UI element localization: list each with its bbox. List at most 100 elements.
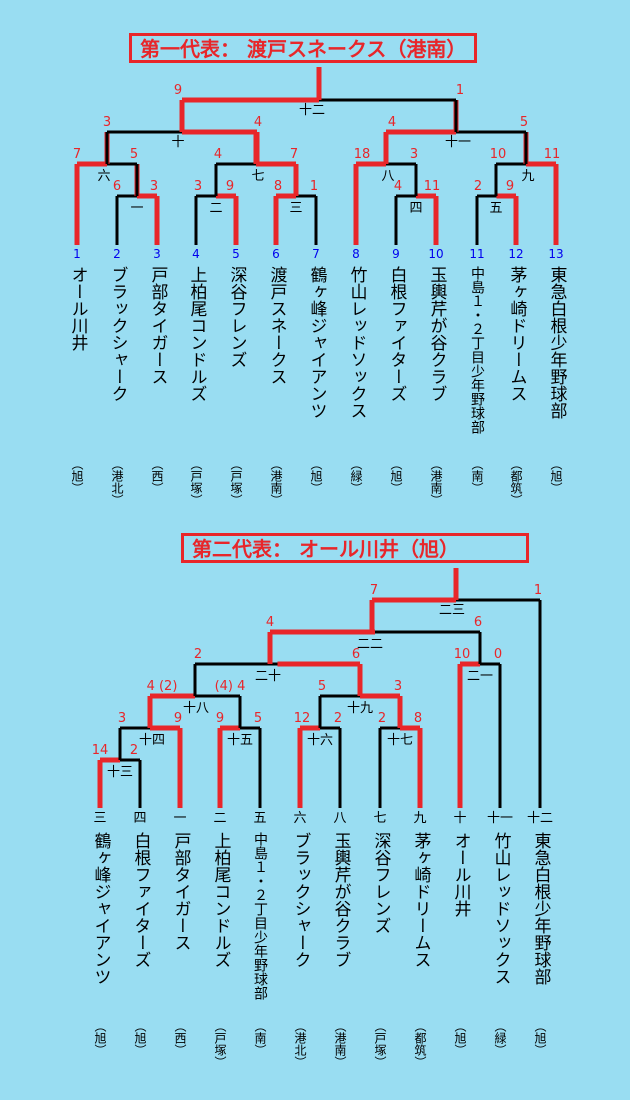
- team-number-12: 12: [508, 247, 523, 261]
- team2-name-2: 白根ファイターズ: [130, 832, 151, 968]
- team2-area-2: （旭）: [133, 1020, 147, 1056]
- team-area-2: （港北）: [110, 458, 124, 506]
- team2-name-8: 深谷フレンズ: [370, 832, 391, 934]
- team2-number-6: 六: [293, 811, 306, 826]
- team-name-9: 白根ファイターズ: [386, 266, 407, 402]
- team-name-8: 竹山レッドソックス: [346, 266, 367, 419]
- team2-area-1: （旭）: [93, 1020, 107, 1056]
- team-number-6: 6: [272, 247, 280, 261]
- team-number-2: 2: [113, 247, 121, 261]
- match1-10-score-left: 3: [103, 115, 111, 130]
- match2-20-score-right: 6: [352, 647, 360, 662]
- match1-6-game-label: 六: [97, 169, 110, 184]
- team2-area-3: （西）: [173, 1020, 187, 1056]
- match2-20-game-label: 二十: [255, 669, 281, 684]
- team2-number-2: 四: [133, 811, 146, 826]
- team2-number-7: 八: [333, 811, 346, 826]
- team-area-3: （西）: [150, 458, 164, 494]
- match1-2-score-left: 3: [194, 179, 202, 194]
- section1-title: 第一代表： 渡戸スネークス（港南）: [129, 33, 477, 63]
- match1-4-game-label: 四: [409, 201, 422, 216]
- team-area-10: （港南）: [429, 458, 443, 506]
- team-name-1: オール川井: [67, 266, 88, 351]
- team-number-3: 3: [153, 247, 161, 261]
- match1-8-game-label: 八: [381, 169, 394, 184]
- match1-12-score-right: 1: [456, 83, 464, 98]
- match1-4-score-left: 4: [394, 179, 402, 194]
- team-number-8: 8: [352, 247, 360, 261]
- team-area-8: （緑）: [349, 458, 363, 494]
- team-area-11: （南）: [470, 458, 484, 494]
- match2-16-score-right: 2: [334, 711, 342, 726]
- team-name-11: 中島１・２丁目少年野球部: [469, 266, 485, 434]
- team2-name-4: 上柏尾コンドルズ: [210, 832, 231, 968]
- match2-19-score-left: 5: [318, 679, 326, 694]
- team2-name-5: 中島１・２丁目少年野球部: [252, 832, 268, 1000]
- match2-23-score-right: 1: [534, 583, 542, 598]
- team-number-13: 13: [548, 247, 563, 261]
- match2-13-game-label: 十三: [107, 765, 133, 780]
- match1-3-score-right: 1: [310, 179, 318, 194]
- match1-1-score-right: 3: [150, 179, 158, 194]
- match2-22-score-right: 6: [474, 615, 482, 630]
- match1-9-score-left: 10: [490, 147, 507, 162]
- team-name-2: ブラックシャーク: [107, 266, 128, 402]
- team2-area-5: （南）: [253, 1020, 267, 1056]
- match1-8-score-right: 3: [410, 147, 418, 162]
- team-area-4: （戸塚）: [189, 458, 203, 506]
- team2-area-8: （戸塚）: [373, 1020, 387, 1068]
- match2-16-score-left: 12: [294, 711, 311, 726]
- match2-21-score-right: 0: [494, 647, 502, 662]
- match2-23-game-label: 二三: [439, 603, 465, 618]
- match2-19-score-right: 3: [394, 679, 402, 694]
- team2-area-11: （緑）: [493, 1020, 507, 1056]
- team2-number-8: 七: [373, 811, 386, 826]
- team2-area-6: （港北）: [293, 1020, 307, 1068]
- team-name-6: 渡戸スネークス: [266, 266, 287, 385]
- match1-6-score-left: 7: [73, 147, 81, 162]
- team2-number-1: 三: [93, 811, 106, 826]
- match1-7-game-label: 七: [251, 169, 264, 184]
- team2-name-10: オール川井: [450, 832, 471, 917]
- match2-15-score-left: 9: [216, 711, 224, 726]
- match1-1-score-left: 6: [113, 179, 121, 194]
- team-area-7: （旭）: [309, 458, 323, 494]
- match2-15-game-label: 十五: [227, 733, 253, 748]
- team-name-7: 鶴ヶ峰ジャイアンツ: [306, 266, 327, 419]
- match2-17-game-label: 十七: [387, 733, 413, 748]
- match2-14-score-left: 3: [118, 711, 126, 726]
- team-number-1: 1: [73, 247, 81, 261]
- team-number-7: 7: [312, 247, 320, 261]
- match1-10-game-label: 十: [171, 135, 184, 150]
- team-name-5: 深谷フレンズ: [226, 266, 247, 368]
- team2-number-10: 十: [453, 811, 466, 826]
- match1-11-score-right: 5: [520, 115, 528, 130]
- team2-name-11: 竹山レッドソックス: [490, 832, 511, 985]
- match2-20-score-left: 2: [194, 647, 202, 662]
- match1-4-score-right: 11: [424, 179, 441, 194]
- team2-area-10: （旭）: [453, 1020, 467, 1056]
- team-number-9: 9: [392, 247, 400, 261]
- match1-10-score-right: 4: [254, 115, 262, 130]
- match1-7-score-left: 4: [214, 147, 222, 162]
- team2-name-6: ブラックシャーク: [290, 832, 311, 968]
- match2-14-game-label: 十四: [139, 733, 165, 748]
- match1-9-score-right: 11: [544, 147, 561, 162]
- team-number-4: 4: [192, 247, 200, 261]
- match1-1-game-label: 一: [130, 201, 143, 216]
- team2-name-12: 東急白根少年野球部: [530, 832, 551, 985]
- team-name-3: 戸部タイガース: [147, 266, 168, 385]
- match2-22-score-left: 4: [266, 615, 274, 630]
- team-area-1: （旭）: [70, 458, 84, 494]
- team-area-12: （都筑）: [509, 458, 523, 506]
- match1-9-game-label: 九: [521, 169, 534, 184]
- team2-area-12: （旭）: [533, 1020, 547, 1056]
- match2-18-score-right: (4) 4: [215, 679, 246, 694]
- match1-11-score-left: 4: [388, 115, 396, 130]
- match1-3-game-label: 三: [289, 201, 302, 216]
- team-area-13: （旭）: [549, 458, 563, 494]
- match1-5-game-label: 五: [489, 201, 502, 216]
- team2-name-1: 鶴ヶ峰ジャイアンツ: [90, 832, 111, 985]
- team-area-6: （港南）: [269, 458, 283, 506]
- team2-number-9: 九: [413, 811, 426, 826]
